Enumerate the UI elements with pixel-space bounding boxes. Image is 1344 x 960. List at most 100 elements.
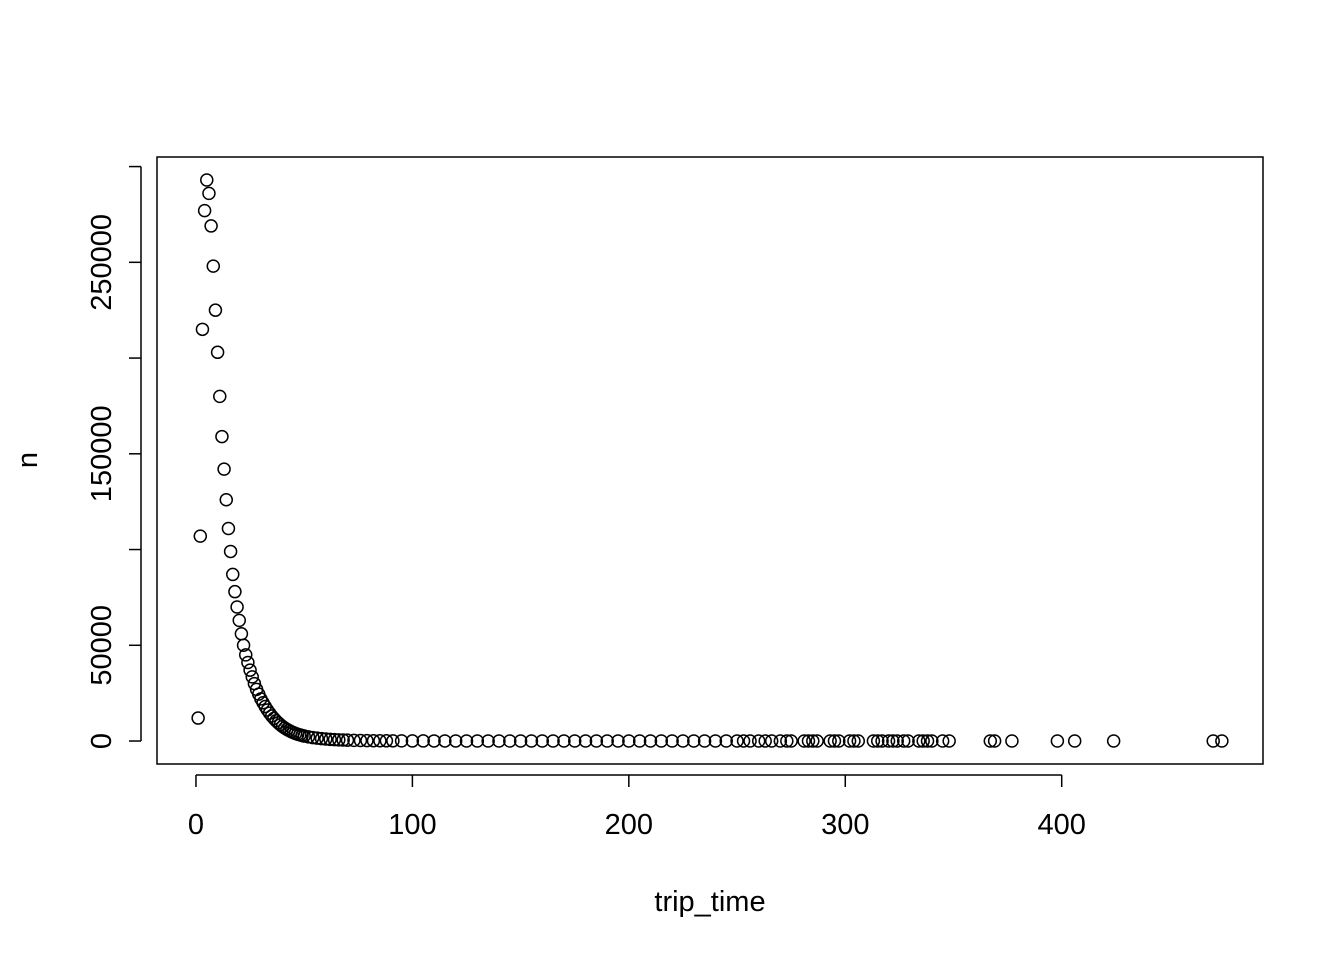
data-point xyxy=(386,734,400,748)
data-point xyxy=(866,734,881,748)
data-point xyxy=(379,734,394,748)
data-point xyxy=(332,733,346,747)
data-point xyxy=(810,734,824,748)
data-point xyxy=(215,429,229,444)
data-point xyxy=(206,259,221,273)
data-point xyxy=(654,734,669,748)
data-point xyxy=(743,734,757,748)
data-point xyxy=(589,734,604,748)
data-point xyxy=(301,730,316,744)
data-point xyxy=(764,734,779,748)
data-point xyxy=(546,734,560,748)
data-point xyxy=(1050,734,1065,748)
data-point xyxy=(643,734,658,748)
data-point xyxy=(578,734,593,748)
x-tick-label: 200 xyxy=(605,809,653,841)
data-point xyxy=(208,303,223,317)
data-point xyxy=(780,734,794,748)
data-point xyxy=(535,734,550,748)
data-point xyxy=(236,638,251,653)
data-point xyxy=(245,670,259,684)
data-point xyxy=(881,734,896,748)
data-point xyxy=(448,734,463,748)
data-point xyxy=(427,734,441,748)
data-point xyxy=(405,734,420,748)
x-tick-label: 0 xyxy=(188,809,204,841)
data-point xyxy=(827,734,842,748)
data-point xyxy=(366,733,381,748)
data-point xyxy=(438,734,452,748)
data-point xyxy=(202,186,216,201)
data-point xyxy=(228,584,242,599)
data-point xyxy=(360,733,374,748)
data-point xyxy=(736,734,751,748)
data-point xyxy=(319,732,333,746)
data-point xyxy=(797,734,811,748)
data-point xyxy=(238,648,253,662)
data-points xyxy=(191,173,1229,748)
y-tick-label: 50000 xyxy=(86,605,118,686)
data-point xyxy=(557,734,571,748)
data-point xyxy=(213,389,227,404)
data-point xyxy=(336,733,350,747)
data-point xyxy=(492,734,506,748)
data-point xyxy=(912,734,926,748)
data-point xyxy=(230,600,244,614)
x-axis: 0 100 200 300 400 xyxy=(188,774,1086,841)
data-point xyxy=(232,613,246,628)
data-point xyxy=(676,734,690,748)
y-tick-label: 0 xyxy=(86,733,118,749)
x-tick-label: 300 xyxy=(821,809,869,841)
data-point xyxy=(219,493,234,507)
plot-frame xyxy=(156,156,1264,765)
x-tick-label: 400 xyxy=(1038,809,1086,841)
y-axis: 0 50000 150000 250000 xyxy=(86,165,142,749)
data-point xyxy=(801,734,816,748)
data-point xyxy=(210,345,225,360)
data-point xyxy=(223,544,238,559)
data-point xyxy=(983,734,998,748)
data-point xyxy=(513,734,528,748)
data-point xyxy=(916,734,930,748)
data-point xyxy=(987,734,1002,748)
data-point xyxy=(394,734,409,748)
data-point xyxy=(241,655,255,670)
x-axis-title: trip_time xyxy=(654,886,765,918)
data-point xyxy=(567,734,582,748)
data-point xyxy=(481,734,495,748)
data-point xyxy=(340,733,355,747)
data-point xyxy=(221,521,236,536)
data-point xyxy=(632,734,647,748)
data-point xyxy=(708,734,723,748)
data-point xyxy=(347,733,361,748)
data-point xyxy=(204,219,218,233)
data-point xyxy=(310,731,324,745)
data-point xyxy=(470,734,485,748)
data-point xyxy=(665,734,679,748)
data-point xyxy=(847,734,861,748)
data-point xyxy=(719,734,733,748)
data-point xyxy=(920,734,935,748)
data-point xyxy=(234,627,249,641)
data-point xyxy=(1005,734,1019,748)
data-point xyxy=(416,734,430,748)
data-point xyxy=(459,734,474,748)
data-point xyxy=(600,734,614,748)
data-point xyxy=(226,567,240,582)
data-point xyxy=(758,734,772,748)
data-point xyxy=(191,711,205,725)
data-point xyxy=(314,731,329,746)
data-point xyxy=(1206,734,1220,748)
data-point xyxy=(806,734,820,748)
data-point xyxy=(1215,734,1229,748)
data-point xyxy=(870,734,885,748)
data-point xyxy=(353,733,368,748)
data-point xyxy=(942,734,956,748)
data-point xyxy=(842,734,857,748)
data-point xyxy=(730,734,744,748)
data-point xyxy=(327,732,342,747)
data-point xyxy=(773,734,788,748)
data-point xyxy=(1106,734,1121,748)
data-point xyxy=(243,663,257,677)
data-point xyxy=(197,203,212,218)
